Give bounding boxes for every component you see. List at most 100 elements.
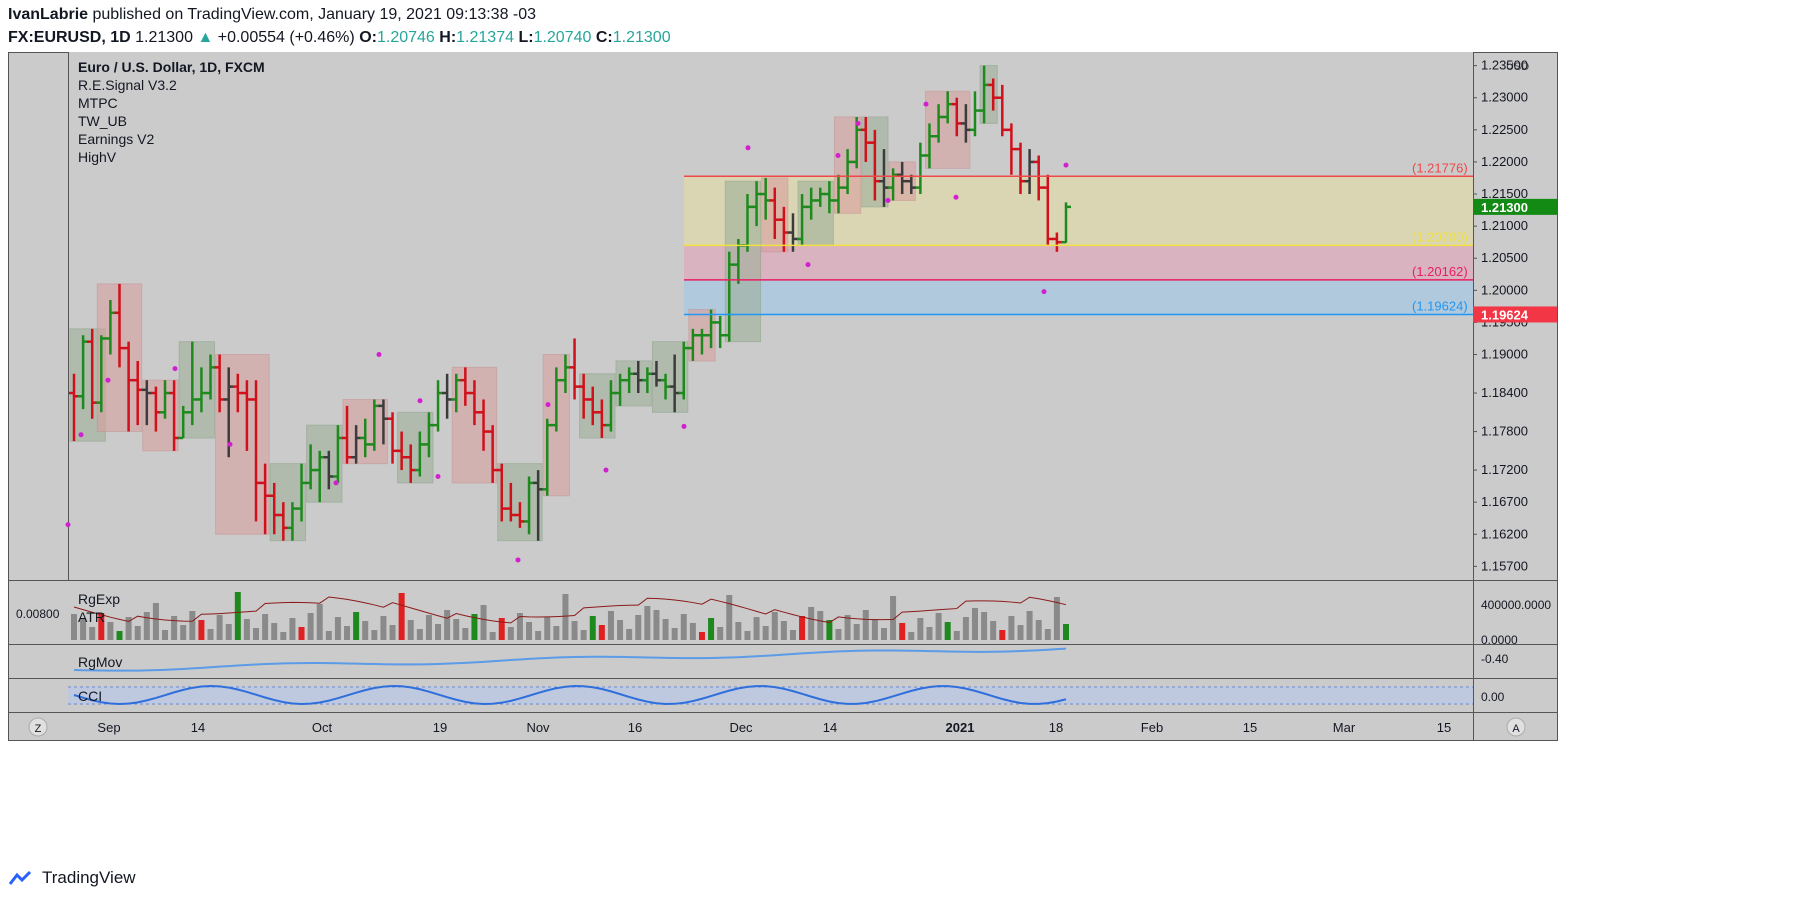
volume-bar <box>708 618 715 640</box>
signal-dot <box>855 120 861 126</box>
brand-footer[interactable]: TradingView <box>8 868 136 888</box>
volume-bar <box>125 617 132 640</box>
volume-bar <box>444 610 451 640</box>
legend-item: MTPC <box>78 95 118 111</box>
volume-bar <box>526 622 533 640</box>
volume-bar <box>198 620 205 640</box>
legend-title: Euro / U.S. Dollar, 1D, FXCM <box>78 59 265 75</box>
y-axis-label: 1.23500 <box>1481 58 1528 73</box>
volume-bar <box>598 625 605 640</box>
volume-bar <box>689 623 696 640</box>
volume-bar <box>307 613 314 640</box>
x-axis-label: 16 <box>628 720 642 735</box>
y-axis-label: 1.17200 <box>1481 462 1528 477</box>
legend-item: Earnings V2 <box>78 131 154 147</box>
high-label: H: <box>439 29 457 46</box>
volume-bar <box>298 627 305 640</box>
zoom-button[interactable] <box>28 717 48 737</box>
zone-box <box>724 180 762 343</box>
level-price-tag <box>1473 306 1557 323</box>
volume-bar <box>516 613 523 640</box>
legend-item: TW_UB <box>78 113 127 129</box>
volume-bar <box>780 621 787 640</box>
high-value: 1.21374 <box>456 29 514 46</box>
volume-bar <box>380 616 387 640</box>
volume-bar <box>617 620 624 640</box>
y-axis-label: 1.23000 <box>1481 90 1528 105</box>
zone-box <box>797 180 834 246</box>
volume-bar <box>116 631 123 640</box>
legend-item: R.E.Signal V3.2 <box>78 77 177 93</box>
rgexp-axis-label: 400000.0000 <box>1481 598 1551 612</box>
volume-bar <box>1017 625 1024 640</box>
chart-canvas[interactable]: (1.21776) (1.20700) (1.20162) (1.19624) Euro… <box>8 52 1798 860</box>
volume-bar <box>990 621 997 640</box>
volume-bar <box>935 613 942 640</box>
publish-date: published on TradingView.com, January 19… <box>88 6 537 23</box>
volume-bar <box>926 627 933 640</box>
volume-bar <box>971 608 978 640</box>
volume-bar <box>908 632 915 640</box>
x-axis-label: Feb <box>1141 720 1163 735</box>
signal-dot <box>78 432 84 438</box>
volume-bar <box>626 629 633 640</box>
level-label: (1.20700) <box>1412 229 1468 244</box>
y-axis-label: 1.22000 <box>1481 154 1528 169</box>
zone-pink <box>684 245 1473 280</box>
x-axis-label: Sep <box>97 720 120 735</box>
volume-bar <box>398 593 405 640</box>
volume-bar <box>253 628 260 640</box>
volume-bar <box>744 631 751 640</box>
volume-bar <box>353 612 360 640</box>
zoom-button-label: Z <box>35 723 42 735</box>
volume-bar <box>817 611 824 640</box>
auto-scale-button[interactable] <box>1506 717 1526 737</box>
volume-bar <box>653 610 660 640</box>
y-axis-label: 1.17800 <box>1481 424 1528 439</box>
volume-bar <box>344 626 351 640</box>
volume-bar <box>89 627 96 640</box>
volume-bar <box>1063 624 1069 640</box>
volume-bar <box>362 621 369 640</box>
volume-bar <box>143 612 150 640</box>
signal-dot <box>227 441 233 447</box>
close-label: C: <box>595 29 613 46</box>
zone-box <box>579 373 616 439</box>
volume-bar <box>162 630 169 640</box>
volume-bar <box>480 605 487 640</box>
signal-dot <box>805 262 811 268</box>
signal-dot <box>603 467 609 473</box>
ohlc-header: FX:EURUSD, 1D 1.21300 ▲ +0.00554 (+0.46%… <box>8 29 671 47</box>
signal-dot <box>417 398 423 404</box>
volume-bar <box>1035 620 1042 640</box>
volume-bar <box>835 629 842 640</box>
zone-box <box>615 360 652 407</box>
zone-box <box>979 65 998 124</box>
volume-bar <box>571 621 578 640</box>
volume-bar <box>334 617 341 640</box>
volume-bar <box>562 594 569 640</box>
tradingview-logo-icon <box>8 870 32 885</box>
volume-bar <box>1044 629 1051 640</box>
rgexp-left-value: 0.00800 <box>16 607 60 621</box>
volume-bar <box>862 610 869 640</box>
volume-bar <box>471 614 478 640</box>
signal-dot <box>105 377 111 383</box>
volume-bar <box>890 596 897 640</box>
volume-bar <box>644 606 651 640</box>
signal-dot <box>835 153 841 159</box>
volume-bar <box>944 622 951 640</box>
x-axis-label: Nov <box>526 720 550 735</box>
volume-bar <box>999 630 1006 640</box>
volume-bar <box>680 614 687 640</box>
volume-bar <box>880 628 887 640</box>
y-axis-label: 1.21500 <box>1481 186 1528 201</box>
signal-dot <box>745 145 751 151</box>
x-axis-label: 14 <box>823 720 837 735</box>
volume-bar <box>1008 616 1015 640</box>
volume-bar <box>262 614 269 640</box>
volume-bar <box>981 612 988 640</box>
y-axis-label: 1.22500 <box>1481 122 1528 137</box>
currency-label: USD <box>1506 61 1529 73</box>
volume-bar <box>171 616 178 640</box>
